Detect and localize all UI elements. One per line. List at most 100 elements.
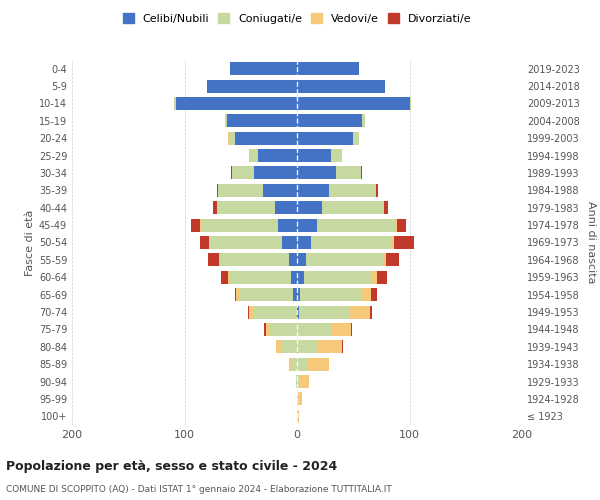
Bar <box>235 132 297 144</box>
Bar <box>296 375 297 388</box>
Bar <box>362 288 371 301</box>
Bar <box>236 288 239 301</box>
Bar <box>208 254 220 266</box>
Bar <box>269 323 297 336</box>
Bar <box>283 236 297 249</box>
Bar <box>254 306 297 318</box>
Bar <box>322 201 383 214</box>
Bar <box>297 218 317 232</box>
Bar <box>299 306 350 318</box>
Bar <box>308 358 329 370</box>
Bar <box>353 132 359 144</box>
Y-axis label: Fasce di età: Fasce di età <box>25 210 35 276</box>
Bar <box>297 80 385 92</box>
Bar <box>175 97 176 110</box>
Bar <box>337 166 361 179</box>
Bar <box>409 97 410 110</box>
Bar <box>297 62 359 75</box>
Bar <box>289 358 292 370</box>
Bar <box>297 254 306 266</box>
Bar <box>329 184 376 197</box>
Bar <box>331 323 351 336</box>
Bar <box>207 80 297 92</box>
Bar <box>220 254 289 266</box>
Bar <box>351 323 352 336</box>
Bar <box>306 254 383 266</box>
Bar <box>229 270 292 284</box>
Bar <box>292 270 297 284</box>
Bar <box>297 132 353 144</box>
Bar <box>217 184 218 197</box>
Text: Popolazione per età, sesso e stato civile - 2024: Popolazione per età, sesso e stato civil… <box>6 460 337 473</box>
Bar <box>297 184 329 197</box>
Bar <box>200 218 202 232</box>
Bar <box>297 392 298 406</box>
Bar <box>392 236 394 249</box>
Bar <box>301 288 362 301</box>
Bar <box>230 166 232 179</box>
Bar <box>371 270 377 284</box>
Bar <box>176 97 297 110</box>
Bar <box>304 270 371 284</box>
Bar <box>297 358 308 370</box>
Bar <box>202 218 278 232</box>
Bar <box>218 184 263 197</box>
Bar <box>297 375 301 388</box>
Bar <box>297 306 299 318</box>
Bar <box>297 270 304 284</box>
Bar <box>396 218 397 232</box>
Bar <box>218 201 275 214</box>
Bar <box>263 184 297 197</box>
Bar <box>275 340 281 353</box>
Bar <box>209 236 283 249</box>
Bar <box>297 201 322 214</box>
Legend: Celibi/Nubili, Coniugati/e, Vedovi/e, Divorziati/e: Celibi/Nubili, Coniugati/e, Vedovi/e, Di… <box>118 9 476 29</box>
Bar <box>386 254 400 266</box>
Bar <box>362 114 365 128</box>
Bar <box>383 254 386 266</box>
Bar <box>225 114 227 128</box>
Bar <box>376 184 378 197</box>
Bar <box>297 340 317 353</box>
Bar <box>371 288 377 301</box>
Bar <box>293 288 297 301</box>
Bar <box>317 340 342 353</box>
Bar <box>297 97 409 110</box>
Bar <box>292 358 297 370</box>
Bar <box>212 201 217 214</box>
Text: COMUNE DI SCOPPITO (AQ) - Dati ISTAT 1° gennaio 2024 - Elaborazione TUTTITALIA.I: COMUNE DI SCOPPITO (AQ) - Dati ISTAT 1° … <box>6 485 392 494</box>
Bar <box>394 236 414 249</box>
Bar <box>377 270 387 284</box>
Bar <box>257 149 297 162</box>
Bar <box>248 149 257 162</box>
Bar <box>370 306 373 318</box>
Bar <box>227 114 297 128</box>
Y-axis label: Anni di nascita: Anni di nascita <box>586 201 596 284</box>
Bar <box>297 166 337 179</box>
Bar <box>239 288 293 301</box>
Bar <box>342 340 343 353</box>
Bar <box>235 288 236 301</box>
Bar <box>232 166 254 179</box>
Bar <box>265 323 269 336</box>
Bar <box>297 149 331 162</box>
Bar <box>229 62 297 75</box>
Bar <box>331 149 342 162</box>
Bar <box>278 218 297 232</box>
Bar <box>297 323 331 336</box>
Bar <box>350 306 370 318</box>
Bar <box>301 375 310 388</box>
Bar <box>191 218 200 232</box>
Bar <box>311 236 392 249</box>
Bar <box>221 270 229 284</box>
Bar <box>281 340 297 353</box>
Bar <box>289 254 297 266</box>
Bar <box>397 218 406 232</box>
Bar <box>361 166 362 179</box>
Bar <box>297 410 299 423</box>
Bar <box>297 114 362 128</box>
Bar <box>298 392 302 406</box>
Bar <box>248 306 254 318</box>
Bar <box>217 201 218 214</box>
Bar <box>297 288 301 301</box>
